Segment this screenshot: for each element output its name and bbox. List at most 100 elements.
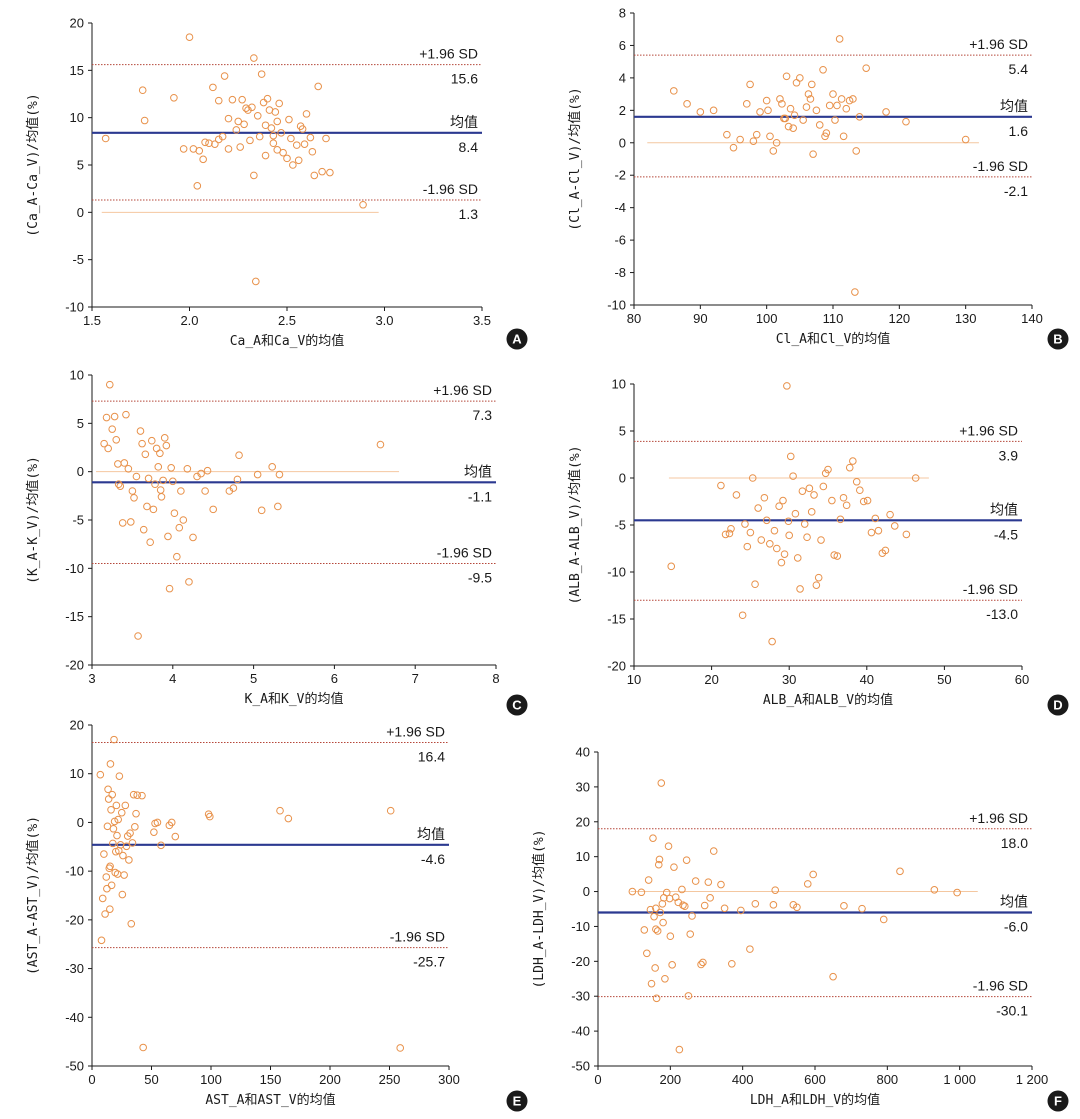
- panel-a: 1.5 2.0 2.5 3.0 3.5 -10 -5 0 5 10 15 20 Ca_A和Ca_V的均值…: [25, 16, 528, 350]
- panel-d-data-point: [768, 637, 776, 646]
- panel-e-y-tick-label: -30: [65, 961, 84, 976]
- panel-c-data-point: [203, 466, 212, 475]
- panel-d-data-point: [785, 531, 794, 540]
- panel-e-data-point: [106, 905, 114, 913]
- panel-c-data-point: [253, 470, 262, 479]
- panel-d-x-tick-label: 30: [782, 672, 796, 687]
- panel-e-data-point: [120, 871, 128, 879]
- panel-b-data-point: [782, 72, 791, 81]
- panel-b-data-point: [796, 74, 804, 82]
- panel-f-data-point: [682, 856, 691, 864]
- panel-c-y-tick-label: 5: [77, 416, 84, 431]
- panel-e-lower-label: -1.96 SD: [390, 929, 445, 945]
- panel-c-data-point: [122, 410, 130, 419]
- panel-d-x-axis-label: ALB_A和ALB_V的均值: [763, 692, 893, 708]
- panel-d-data-point: [796, 585, 804, 593]
- panel-a-y-tick-label: 0: [77, 205, 84, 220]
- panel-c-x-tick-label: 7: [412, 671, 419, 686]
- panel-b-x-tick-label: 110: [823, 311, 844, 326]
- panel-a-data-point: [246, 136, 254, 145]
- panel-a-data-point: [101, 134, 110, 143]
- panel-b-badge-circle: [1047, 328, 1069, 350]
- panel-a-data-point: [257, 70, 266, 78]
- panel-e-data-point: [118, 890, 127, 899]
- panel-c-data-point: [167, 464, 175, 472]
- panel-c-data-point: [152, 444, 161, 453]
- panel-e-data-point: [110, 817, 119, 826]
- panel-b-data-point: [752, 130, 761, 139]
- panel-d-data-point: [874, 526, 883, 535]
- panel-d-data-point: [852, 477, 861, 486]
- panel-f-data-point: [652, 904, 660, 913]
- panel-b-data-point: [819, 65, 827, 74]
- panel-a-data-point: [193, 182, 202, 190]
- panel-f-data-point: [699, 958, 707, 967]
- panel-e-lower-value: -25.7: [413, 954, 445, 970]
- panel-f-data-point: [688, 912, 696, 920]
- panel-c-data-point: [160, 434, 169, 442]
- panel-b-data-point: [746, 80, 754, 89]
- panel-a-lower-value: 1.3: [459, 206, 479, 222]
- panel-c-data-point: [132, 472, 141, 481]
- panel-d-upper-value: 3.9: [999, 447, 1019, 463]
- panel-e-data-point: [102, 873, 111, 881]
- panel-f-data-point: [646, 905, 655, 914]
- panel-c-data-point: [116, 482, 125, 490]
- panel-f-data-point: [840, 902, 848, 910]
- panel-e-data-point: [114, 815, 122, 824]
- panel-f-x-tick-label: 800: [876, 1072, 898, 1087]
- panel-e-mean-value: -4.6: [421, 851, 445, 867]
- panel-f-badge: F: [1047, 1090, 1069, 1112]
- panel-d-data-point: [732, 491, 741, 499]
- panel-a-data-point: [250, 171, 258, 180]
- panel-d-data-point: [793, 554, 802, 562]
- panel-a-data-point: [140, 116, 149, 125]
- panel-f-data-point: [896, 867, 904, 876]
- panel-e-data-point: [106, 760, 115, 768]
- panel-d-data-point: [772, 544, 781, 553]
- panel-e-data-point: [107, 881, 116, 890]
- panel-a-data-point: [199, 155, 207, 164]
- panel-a-mean-label: 均值: [450, 114, 478, 130]
- panel-b-data-point: [786, 104, 795, 113]
- panel-a-data-point: [310, 171, 319, 180]
- panel-c-data-point: [274, 502, 282, 511]
- panel-c-data-point: [233, 475, 242, 484]
- panel-c-data-point: [104, 444, 112, 453]
- panel-e-data-point: [138, 791, 146, 800]
- panel-e-badge-circle: [506, 1090, 528, 1112]
- panel-f-data-point: [666, 932, 675, 941]
- panel-f-x-tick-label: 1 000: [943, 1072, 976, 1087]
- panel-d-data-point: [824, 465, 832, 474]
- panel-e-data-point: [139, 1043, 147, 1052]
- panel-b-data-point: [855, 113, 864, 121]
- panel-e-data-point: [157, 841, 165, 850]
- panel-b-data-point: [776, 95, 784, 103]
- panel-f-data-point: [653, 927, 662, 935]
- panel-e-y-axis-label: (AST_A-AST_V)/均值(%): [25, 816, 41, 975]
- panel-e-data-point: [131, 823, 139, 831]
- panel-f-x-tick-label: 0: [594, 1072, 601, 1087]
- panel-c-data-point: [149, 505, 158, 514]
- panel-a-x-tick-label: 3.0: [375, 313, 393, 328]
- panel-a-data-point: [326, 168, 334, 177]
- panel-f-data-point: [858, 904, 866, 913]
- panel-b: 80 90 100 110 120 130 140 -10 -8 -6 -4 -2 0 2 4 6 8 Cl_A和…: [567, 6, 1069, 350]
- panel-a-data-point: [314, 82, 323, 91]
- panel-e-data-point: [97, 936, 106, 945]
- panel-c-data-point: [112, 435, 121, 444]
- panel-f-data-point: [809, 870, 817, 879]
- panel-d-data-point: [757, 536, 766, 544]
- panel-d-y-tick-label: 5: [619, 424, 626, 439]
- panel-c-data-point: [118, 519, 127, 527]
- panel-a-data-point: [285, 115, 293, 124]
- panel-c-badge: C: [506, 694, 528, 716]
- panel-a-data-point: [238, 95, 246, 104]
- panel-a-badge-letter: A: [512, 332, 522, 347]
- panel-b-data-point: [902, 117, 910, 126]
- panel-b-x-tick-label: 90: [693, 311, 707, 326]
- panel-d-data-point: [867, 528, 876, 537]
- panel-d-data-point: [881, 546, 890, 555]
- panel-b-y-tick-label: 6: [619, 38, 626, 53]
- panel-d: 10 20 30 40 50 60 -20 -15 -10 -5 0 5 10 ALB_A和ALB_V的均…: [567, 377, 1069, 716]
